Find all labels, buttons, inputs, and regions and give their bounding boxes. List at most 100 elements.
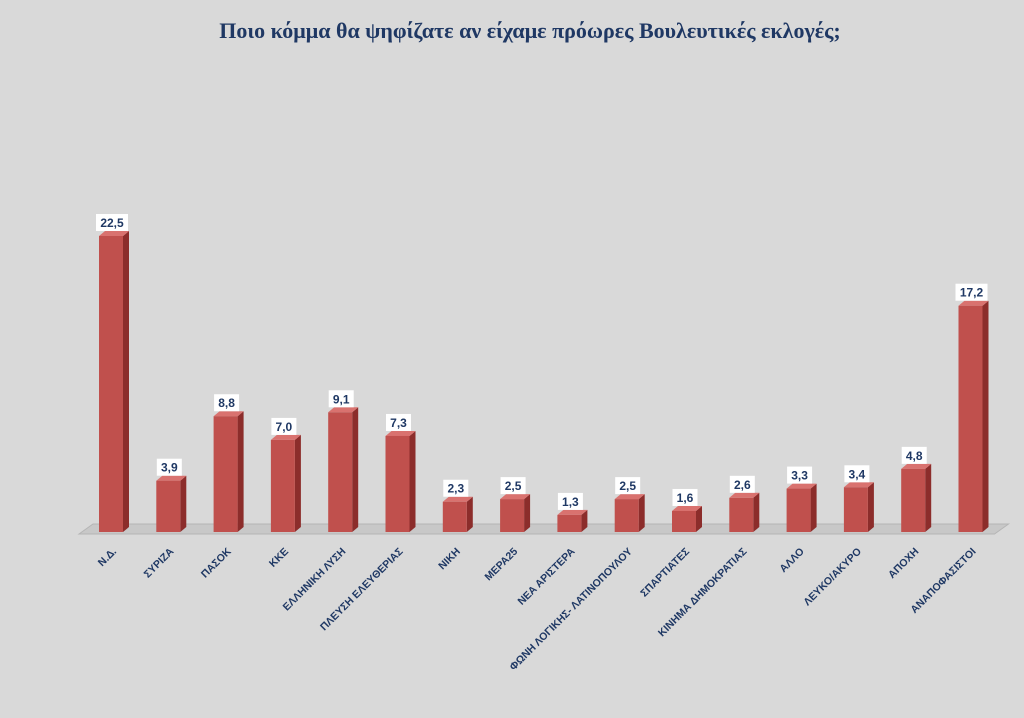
- data-label: 2,6: [729, 475, 755, 493]
- chart-title: Ποιο κόμμα θα ψηφίζατε αν είχαμε πρόωρες…: [219, 18, 841, 43]
- bar-top: [213, 411, 244, 417]
- bar: [385, 430, 416, 532]
- bar: [843, 482, 874, 532]
- bar-top: [99, 231, 129, 236]
- data-label-box: [328, 390, 354, 408]
- data-label-text: 3,4: [849, 467, 866, 481]
- bar: [500, 494, 531, 532]
- data-label-text: 2,3: [447, 482, 464, 496]
- bar: [270, 434, 301, 532]
- bar-side: [810, 483, 817, 532]
- data-label-text: 17,2: [960, 286, 984, 300]
- data-label: 3,4: [844, 465, 870, 483]
- x-tick-label: ΑΛΛΟ: [777, 546, 806, 575]
- bar-front: [958, 305, 983, 532]
- bar-front: [614, 499, 639, 532]
- bar-top: [328, 407, 359, 413]
- data-label: 7,3: [386, 413, 411, 431]
- bar-side: [925, 463, 932, 532]
- data-label: 2,5: [615, 477, 641, 495]
- bars-group: [99, 231, 989, 532]
- bar-front: [270, 439, 295, 532]
- bar-side: [466, 496, 473, 532]
- data-label-text: 3,3: [791, 469, 808, 483]
- data-label-box: [672, 488, 698, 506]
- data-label-box: [214, 394, 240, 412]
- bar-top: [442, 496, 473, 502]
- x-tick-label: ΛΕΥΚΟ/ΑΚΥΡΟ: [801, 546, 864, 609]
- data-label-box: [901, 446, 927, 464]
- bar-top: [901, 463, 932, 469]
- data-label: 8,8: [214, 394, 240, 412]
- bar-front: [385, 435, 410, 532]
- bar-top: [729, 492, 760, 498]
- bar-front: [843, 487, 868, 532]
- x-tick-label: ΝΙΚΗ: [436, 546, 463, 573]
- data-label: 22,5: [96, 214, 128, 231]
- data-label-box: [156, 458, 182, 476]
- bar-front: [672, 510, 696, 532]
- bar: [213, 411, 244, 532]
- data-label: 1,6: [672, 488, 698, 506]
- bar-front: [786, 488, 811, 532]
- data-label-box: [955, 283, 988, 301]
- data-label-text: 8,8: [218, 396, 235, 410]
- bar: [729, 492, 760, 532]
- data-label-text: 7,3: [390, 416, 407, 430]
- bar-top: [843, 482, 874, 488]
- data-label: 17,2: [955, 283, 988, 301]
- x-tick-label: ΝΕΑ ΑΡΙΣΤΕΡΑ: [515, 545, 577, 607]
- bar-side: [638, 494, 645, 532]
- bar-front: [213, 416, 238, 532]
- bar-top: [786, 483, 817, 489]
- bar-front: [729, 497, 754, 532]
- bar-side: [753, 492, 760, 532]
- data-label-text: 3,9: [161, 461, 178, 475]
- bar-side: [352, 407, 359, 532]
- data-label-text: 22,5: [100, 216, 124, 230]
- x-tick-label: ΜΕΡΑ25: [483, 546, 521, 584]
- bar-side: [696, 505, 702, 532]
- data-label-text: 2,6: [734, 478, 751, 492]
- x-tick-label: ΑΠΟΧΗ: [886, 546, 921, 581]
- bar: [958, 300, 989, 532]
- bar: [557, 509, 588, 532]
- bar: [442, 496, 473, 532]
- bar-front: [99, 236, 123, 532]
- bar-top: [672, 505, 702, 511]
- data-label-text: 2,5: [619, 479, 636, 493]
- bar-front: [328, 412, 353, 532]
- bar: [614, 494, 645, 532]
- data-label: 9,1: [328, 390, 354, 408]
- x-tick-label: ΠΑΣΟΚ: [199, 545, 234, 580]
- x-tick-label: ΣΥΡΙΖΑ: [142, 545, 177, 580]
- data-label-box: [271, 417, 297, 435]
- data-label-box: [844, 465, 870, 483]
- data-label-text: 4,8: [906, 449, 923, 463]
- bar-top: [614, 494, 645, 500]
- bar-front: [442, 501, 467, 532]
- data-label-box: [500, 477, 526, 495]
- data-label: 1,3: [557, 492, 583, 510]
- data-label: 2,3: [443, 479, 469, 497]
- data-label-box: [386, 413, 411, 431]
- bar: [672, 505, 702, 532]
- floor-plane: [77, 523, 1011, 535]
- bar-front: [156, 480, 181, 532]
- data-label-box: [729, 475, 755, 493]
- x-tick-label: ΕΛΛΗΝΙΚΗ ΛΥΣΗ: [281, 546, 349, 614]
- bar: [156, 475, 187, 532]
- bar-side: [867, 482, 874, 532]
- value-labels-group: 22,5 3,9 8,8 7,0 9,1 7,3 2,3 2,5 1,3 2,5 1,6 2,6 3,3…: [96, 214, 988, 510]
- bar-top: [958, 300, 989, 306]
- bar-side: [237, 411, 244, 532]
- data-label: 2,5: [500, 477, 526, 495]
- x-tick-label: Ν.Δ.: [96, 546, 119, 569]
- chart-floor: [77, 523, 1011, 535]
- bar-side: [581, 509, 588, 532]
- bar-side: [123, 231, 129, 532]
- bar: [901, 463, 932, 532]
- data-label-box: [557, 492, 583, 510]
